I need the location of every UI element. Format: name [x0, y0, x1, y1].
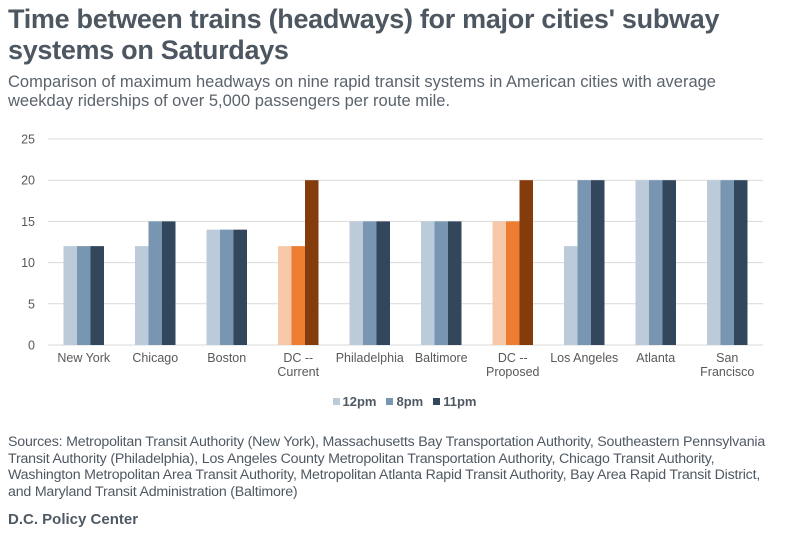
bar-12pm — [707, 180, 721, 345]
credit-label: D.C. Policy Center — [8, 511, 139, 528]
legend-swatch-8pm — [386, 398, 394, 405]
legend-item-8pm: 8pm — [386, 394, 423, 409]
x-tick-label: Baltimore — [415, 351, 468, 365]
legend-swatch-12pm — [332, 398, 340, 405]
bar-11pm — [734, 180, 748, 345]
y-tick-label: 0 — [28, 339, 35, 353]
x-tick-label: DC --Proposed — [486, 351, 540, 379]
legend-item-12pm: 12pm — [332, 394, 377, 409]
bar-12pm — [421, 221, 435, 345]
y-tick-label: 20 — [21, 174, 35, 188]
x-tick-label: Boston — [207, 351, 246, 365]
bar-12pm — [135, 246, 149, 345]
legend-label-12pm: 12pm — [342, 394, 377, 409]
legend: 12pm 8pm 11pm — [0, 394, 789, 409]
bar-12pm — [564, 246, 578, 345]
bar-11pm — [162, 221, 176, 345]
bar-8pm — [291, 246, 305, 345]
y-tick-label: 25 — [21, 133, 35, 147]
bar-12pm — [278, 246, 292, 345]
x-tick-label: Philadelphia — [336, 351, 404, 365]
bar-12pm — [63, 246, 77, 345]
bar-8pm — [77, 246, 91, 345]
bar-8pm — [434, 221, 448, 345]
bar-11pm — [90, 246, 104, 345]
bar-8pm — [506, 221, 520, 345]
y-tick-label: 5 — [28, 297, 35, 311]
legend-item-11pm: 11pm — [433, 394, 476, 409]
bar-11pm — [591, 180, 605, 345]
x-tick-label: San Francisco — [700, 351, 754, 379]
bar-12pm — [206, 229, 220, 345]
y-tick-label: 10 — [21, 256, 35, 270]
bar-12pm — [492, 221, 506, 345]
bar-8pm — [220, 229, 234, 345]
x-tick-label: New York — [57, 351, 111, 365]
legend-label-11pm: 11pm — [443, 394, 477, 409]
bar-8pm — [363, 221, 377, 345]
x-tick-label: DC --Current — [277, 351, 319, 379]
y-tick-label: 15 — [21, 215, 35, 229]
bar-8pm — [577, 180, 591, 345]
bar-8pm — [148, 221, 162, 345]
x-tick-label: Atlanta — [636, 351, 675, 365]
bar-11pm — [662, 180, 676, 345]
bar-12pm — [635, 180, 649, 345]
legend-swatch-11pm — [433, 398, 441, 405]
legend-label-8pm: 8pm — [396, 394, 424, 409]
bar-11pm — [519, 180, 533, 345]
bar-11pm — [305, 180, 319, 345]
chart-title: Time between trains (headways) for major… — [8, 4, 720, 65]
x-tick-label: Chicago — [132, 351, 178, 365]
bar-8pm — [649, 180, 663, 345]
sources-note: Sources: Metropolitan Transit Authority … — [8, 434, 766, 500]
bar-12pm — [349, 221, 363, 345]
bar-chart: 0 5 10 15 20 25 New York Chicago Boston DC --Cur… — [21, 133, 763, 379]
y-axis-ticks: 0 5 10 15 20 25 — [21, 133, 35, 353]
bar-11pm — [376, 221, 390, 345]
x-tick-label: Los Angeles — [550, 351, 618, 365]
chart-subtitle: Comparison of maximum headways on nine r… — [8, 73, 716, 110]
bar-11pm — [448, 221, 462, 345]
bars — [63, 180, 748, 345]
bar-11pm — [233, 229, 247, 345]
x-axis-ticks: New York Chicago Boston DC --Current Philade… — [57, 351, 754, 379]
bar-8pm — [720, 180, 734, 345]
